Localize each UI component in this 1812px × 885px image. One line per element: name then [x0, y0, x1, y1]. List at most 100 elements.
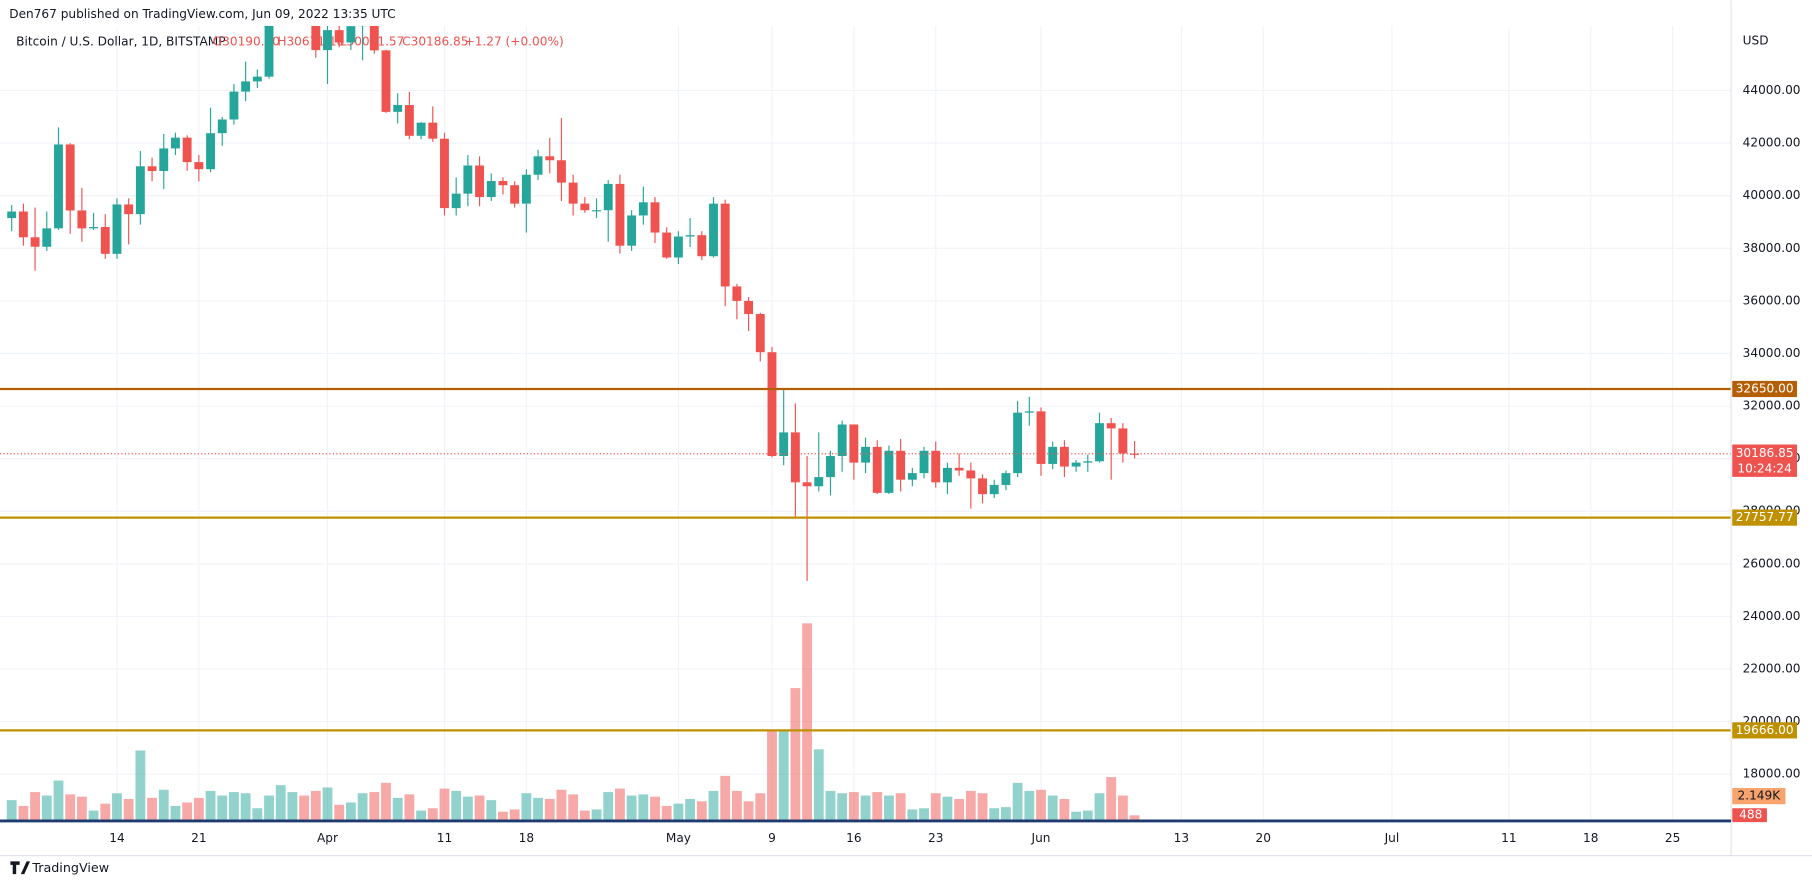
candle-body: [229, 91, 239, 120]
level-label: 19666.00: [1736, 723, 1794, 737]
x-tick-label: Jun: [1031, 831, 1051, 845]
candle-body: [451, 193, 461, 209]
candle-body: [1036, 411, 1046, 464]
y-tick-label: 34000.00: [1743, 346, 1801, 360]
candle-body: [779, 432, 789, 457]
y-tick-label: 36000.00: [1743, 293, 1801, 307]
candle-body: [556, 160, 566, 183]
x-tick-label: Jul: [1384, 831, 1400, 845]
volume-bar: [345, 802, 356, 821]
candle-body: [837, 424, 847, 457]
candle-body: [217, 119, 227, 134]
candle-body: [592, 210, 601, 212]
volume-bar: [1082, 810, 1093, 821]
candle-body: [30, 237, 40, 247]
x-tick-label: 16: [846, 831, 861, 845]
volume-bar: [1117, 795, 1128, 821]
volume-bar: [790, 688, 801, 821]
volume-bar: [170, 805, 181, 821]
grid: [0, 25, 1732, 821]
volume-bar: [884, 795, 894, 821]
volume-bar: [954, 799, 965, 821]
volume-bar: [1024, 790, 1035, 821]
candle-body: [802, 482, 812, 487]
candle-body: [171, 137, 180, 149]
volume-bar: [930, 793, 941, 821]
volume-bar: [65, 794, 76, 821]
volume-bar: [322, 787, 333, 821]
volume-bar: [825, 790, 836, 821]
volume-bar: [544, 799, 555, 821]
candle-body: [966, 470, 976, 479]
volume-bar: [404, 794, 415, 821]
candle-body: [428, 122, 438, 139]
candle-body: [135, 166, 145, 215]
candle-body: [580, 203, 590, 211]
candle-body: [627, 215, 637, 246]
volume-bar: [989, 808, 1000, 821]
volume-bar: [88, 810, 99, 821]
y-tick-label: 40000.00: [1743, 188, 1801, 202]
candle-body: [381, 50, 391, 112]
volume-bar: [895, 793, 906, 821]
candle-body: [767, 352, 777, 457]
volume-bar: [685, 799, 696, 821]
volume-bar: [381, 782, 391, 821]
candle-body: [1118, 428, 1128, 454]
candle-body: [849, 424, 859, 463]
volume-bar: [416, 810, 426, 821]
volume-bar: [731, 790, 742, 821]
candle-body: [942, 467, 952, 483]
volume-bar: [521, 793, 532, 821]
last-price-box: [1732, 444, 1797, 477]
candle-body: [416, 122, 426, 136]
candle-body: [65, 144, 75, 211]
candle-body: [650, 202, 660, 233]
volume-bar: [755, 793, 766, 821]
volume-bar: [579, 810, 590, 821]
volume-bar: [147, 797, 157, 821]
volume-bar: [439, 788, 450, 821]
legend: Bitcoin / U.S. Dollar, 1D, BITSTAMP O301…: [16, 35, 564, 49]
volume-bar: [392, 797, 403, 821]
candle-body: [18, 211, 28, 238]
x-tick-label: 11: [1501, 831, 1516, 845]
volume-bar: [942, 796, 953, 821]
volume-bar: [158, 789, 169, 821]
candle-body: [252, 76, 262, 82]
candle-body: [615, 183, 625, 246]
currency: USD: [1743, 33, 1769, 47]
candle-body: [206, 133, 215, 170]
volume-bar: [802, 623, 812, 821]
candle-body: [989, 484, 999, 495]
candle-body: [463, 165, 473, 194]
candle-body: [404, 105, 414, 136]
y-tick-label: 44000.00: [1743, 83, 1801, 97]
header: Den767 published on TradingView.com, Jun…: [9, 7, 395, 21]
volume-bar: [907, 809, 918, 821]
volume-bar: [1094, 793, 1105, 821]
x-tick-label: 18: [519, 831, 534, 845]
volume-bar: [872, 792, 883, 821]
volume-bar: [1036, 789, 1046, 821]
candle-body: [673, 236, 683, 258]
candle-body: [486, 181, 496, 198]
candle-body: [896, 450, 906, 480]
candle-body: [124, 204, 134, 215]
volume-bar: [299, 795, 310, 821]
volume-bar: [556, 789, 567, 821]
volume-bar: [1106, 777, 1117, 821]
candle-body: [1048, 446, 1058, 464]
candle-body: [393, 105, 403, 112]
volume-bar: [357, 793, 368, 821]
level-label: 32650.00: [1736, 381, 1794, 395]
candle-body: [545, 156, 555, 161]
volume-bar: [229, 792, 239, 821]
header-band: [0, 0, 1732, 26]
volume-bar: [626, 795, 637, 821]
candle-body: [241, 81, 251, 92]
volume-bar: [568, 794, 579, 821]
candle-body: [978, 478, 987, 495]
volume-bar: [533, 797, 543, 821]
